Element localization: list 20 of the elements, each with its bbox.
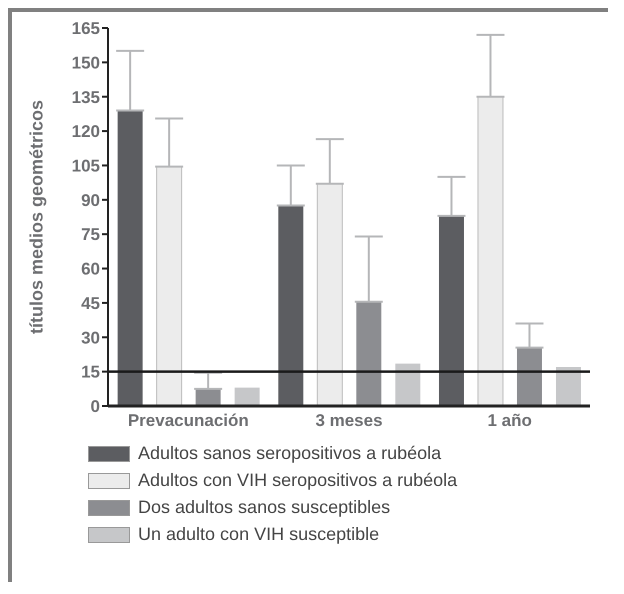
y-tick-label: 90 (81, 190, 100, 210)
legend-label: Un adulto con VIH susceptible (138, 524, 380, 545)
x-tick-label: Prevacunación (128, 411, 249, 430)
x-tick-label: 3 meses (315, 411, 383, 430)
y-tick-label: 0 (90, 397, 100, 416)
y-axis-title: títulos medios geométricos (26, 100, 46, 334)
y-tick-label: 75 (81, 225, 100, 244)
legend-label: Adultos sanos seropositivos a rubéola (138, 443, 442, 464)
y-tick-label: 150 (72, 53, 100, 72)
y-tick-label: 165 (72, 19, 100, 38)
y-tick-label: 105 (72, 156, 100, 176)
y-tick-label: 15 (81, 362, 100, 382)
y-tick-label: 30 (81, 328, 100, 348)
y-tick-label: 120 (72, 122, 100, 142)
y-tick-label: 135 (72, 88, 100, 107)
legend-label: Dos adultos sanos susceptibles (138, 497, 390, 518)
y-tick-label: 60 (81, 260, 100, 279)
x-tick-label: 1 año (487, 411, 532, 430)
legend-label: Adultos con VIH seropositivos a rubéola (138, 470, 458, 491)
y-tick-label: 45 (81, 294, 100, 313)
